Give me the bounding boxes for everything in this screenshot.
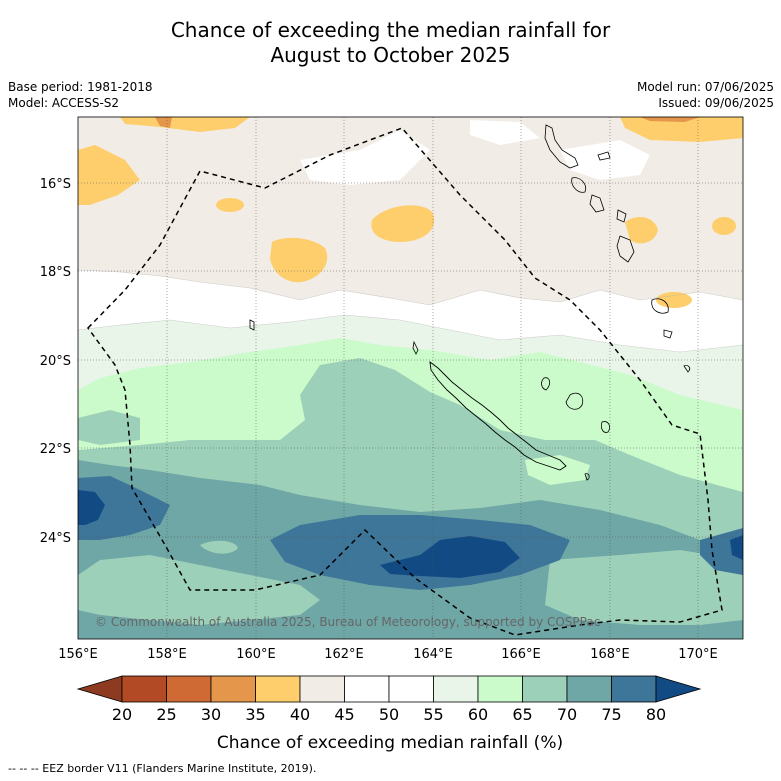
colorbar-swatch-65-70: [522, 675, 568, 703]
title-line-2: August to October 2025: [270, 43, 511, 67]
lon-label-164e: 164°E: [413, 647, 453, 662]
lat-label-20s: 20°S: [40, 354, 71, 369]
latitude-labels: 16°S 18°S 20°S 22°S 24°S: [40, 177, 71, 546]
colorbar-tick-55: 55: [423, 705, 443, 724]
longitude-labels: 156°E 158°E 160°E 162°E 164°E 166°E 168°…: [58, 647, 718, 662]
map-title: Chance of exceeding the median rainfall …: [0, 18, 781, 68]
colorbar-swatch-35-40: [255, 675, 301, 703]
rainfall-probability-field: [78, 117, 743, 639]
colorbar-tick-65: 65: [512, 705, 532, 724]
colorbar-tick-35: 35: [245, 705, 265, 724]
colorbar-tick-30: 30: [201, 705, 221, 724]
lat-label-24s: 24°S: [40, 531, 71, 546]
eez-legend-note: -- -- -- EEZ border V11 (Flanders Marine…: [8, 762, 317, 775]
lat-label-18s: 18°S: [40, 265, 71, 280]
lat-label-16s: 16°S: [40, 177, 71, 192]
colorbar-tick-80: 80: [646, 705, 666, 724]
colorbar-swatch-60-65: [477, 675, 523, 703]
map-frame: [77, 116, 744, 640]
colorbar-swatch-50-55: [388, 675, 434, 703]
colorbar-tick-25: 25: [156, 705, 176, 724]
title-line-1: Chance of exceeding the median rainfall …: [170, 18, 611, 42]
lon-label-162e: 162°E: [324, 647, 364, 662]
new-caledonia-island: [429, 361, 567, 471]
copyright-text: © Commonwealth of Australia 2025, Bureau…: [95, 615, 600, 629]
lon-label-156e: 156°E: [58, 647, 98, 662]
colorbar-under-arrow: [76, 675, 123, 703]
lon-label-168e: 168°E: [590, 647, 630, 662]
colorbar-tick-70: 70: [557, 705, 577, 724]
colorbar-tick-45: 45: [334, 705, 354, 724]
colorbar-swatch-30-35: [210, 675, 256, 703]
colorbar-tick-50: 50: [379, 705, 399, 724]
lon-label-160e: 160°E: [236, 647, 276, 662]
lat-label-22s: 22°S: [40, 442, 71, 457]
lon-label-170e: 170°E: [678, 647, 718, 662]
eez-border: [87, 127, 723, 636]
meta-right: Model run: 07/06/2025 Issued: 09/06/2025: [637, 79, 774, 111]
colorbar-tick-20: 20: [112, 705, 132, 724]
issued-date: Issued: 09/06/2025: [658, 96, 774, 110]
colorbar-swatch-70-75: [566, 675, 612, 703]
colorbar-tick-75: 75: [601, 705, 621, 724]
colorbar-swatch-45-50: [344, 675, 390, 703]
colorbar: 20 25 30 35 40 45 50 55 60 65 70 75 80: [76, 675, 702, 724]
colorbar-swatch-75-80: [611, 675, 657, 703]
colorbar-over-arrow: [655, 675, 702, 703]
lon-label-166e: 166°E: [501, 647, 541, 662]
colorbar-swatch-55-60: [433, 675, 479, 703]
colorbar-tick-60: 60: [468, 705, 488, 724]
base-period: Base period: 1981-2018: [8, 80, 153, 94]
colorbar-tick-40: 40: [290, 705, 310, 724]
model-name: Model: ACCESS-S2: [8, 96, 120, 110]
colorbar-swatch-25-30: [166, 675, 212, 703]
colorbar-swatch-40-45: [299, 675, 345, 703]
colorbar-label: Chance of exceeding median rainfall (%): [217, 733, 563, 753]
graticule: [78, 117, 743, 639]
model-run: Model run: 07/06/2025: [636, 80, 774, 94]
colorbar-swatch-20-25: [121, 675, 167, 703]
meta-left: Base period: 1981-2018 Model: ACCESS-S2: [8, 79, 153, 111]
lon-label-158e: 158°E: [147, 647, 187, 662]
